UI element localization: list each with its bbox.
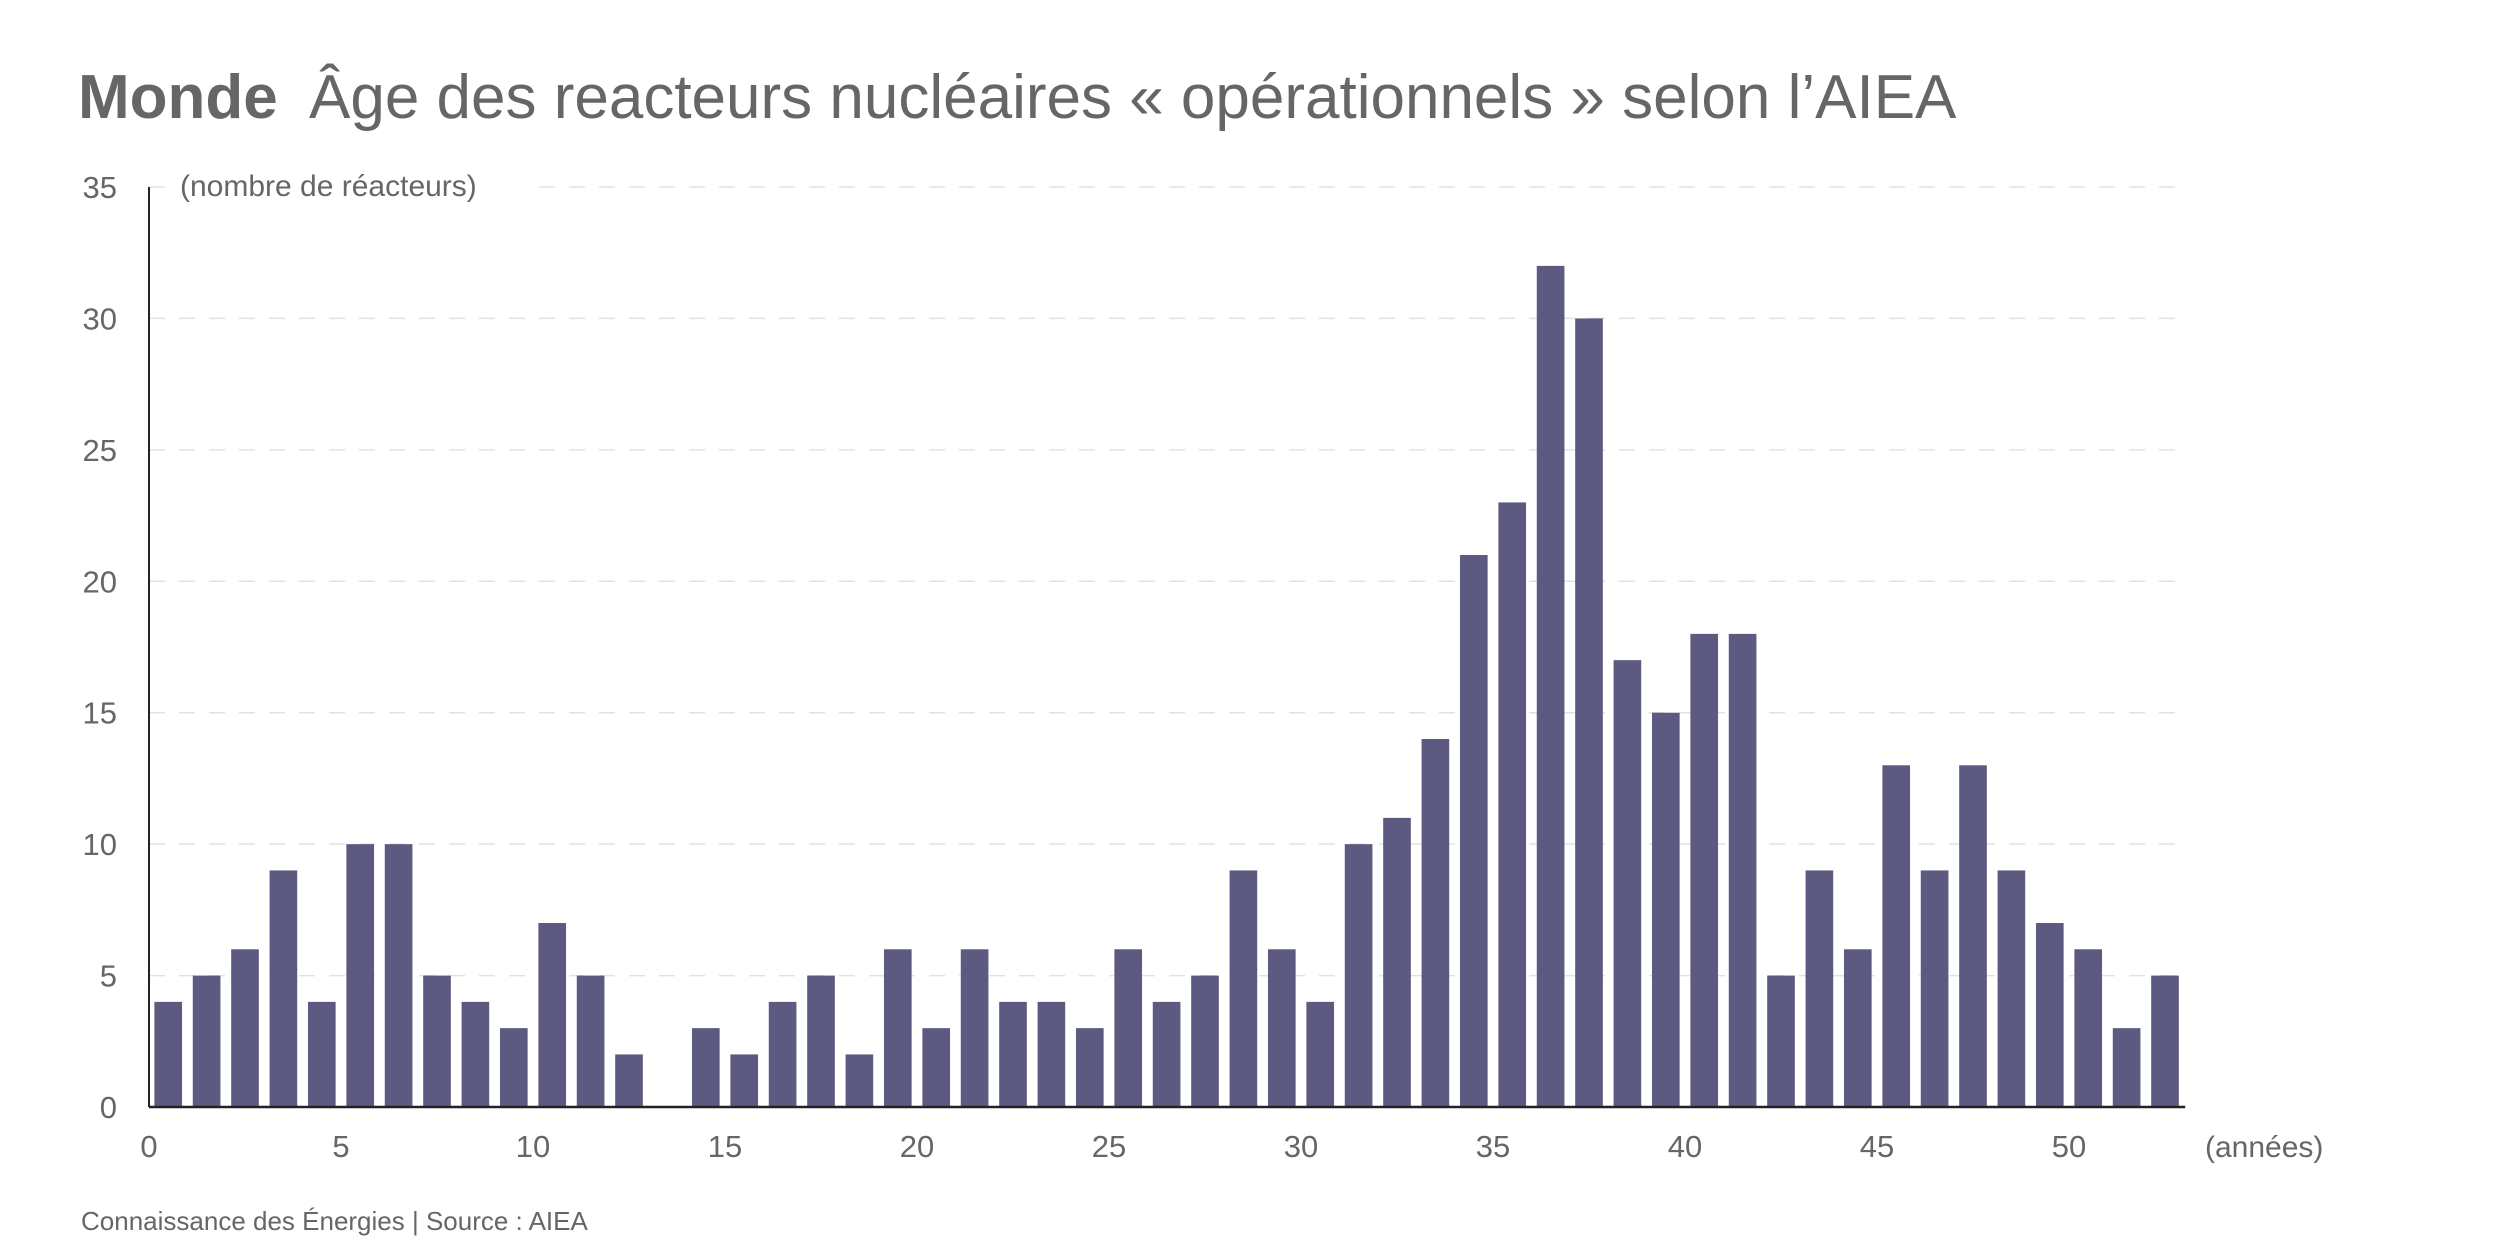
bar-age-11 (576, 975, 605, 1107)
bar-age-16 (768, 1001, 797, 1107)
bar-age-25 (1114, 949, 1143, 1107)
bar-age-2 (231, 949, 259, 1107)
bar-age-20 (922, 1028, 951, 1107)
bar-age-41 (1728, 633, 1757, 1107)
x-tick-label: 15 (708, 1129, 742, 1164)
bar-age-9 (499, 1028, 528, 1107)
bar-age-27 (1191, 975, 1219, 1107)
bar-age-46 (1920, 870, 1949, 1107)
bar-age-26 (1152, 1001, 1181, 1107)
bar-age-44 (1843, 949, 1872, 1107)
bar-age-1 (192, 975, 221, 1107)
bar-age-17 (807, 975, 835, 1107)
bar-age-24 (1075, 1028, 1104, 1107)
x-tick-label: 5 (332, 1129, 349, 1164)
bar-age-14 (691, 1028, 720, 1107)
bar-age-52 (2151, 975, 2179, 1107)
bar-age-12 (615, 1054, 643, 1107)
x-tick-label: 10 (516, 1129, 550, 1164)
y-tick-label: 10 (83, 827, 117, 862)
bar-age-28 (1229, 870, 1258, 1107)
bar-age-30 (1306, 1001, 1335, 1107)
bar-age-8 (461, 1001, 490, 1107)
x-tick-label: 30 (1284, 1129, 1318, 1164)
bar-age-7 (423, 975, 451, 1107)
y-tick-label: 0 (100, 1090, 117, 1125)
title-bold: Monde (78, 63, 278, 132)
bar-age-18 (845, 1054, 874, 1107)
gridlines (149, 186, 2186, 977)
bar-age-31 (1344, 844, 1373, 1107)
bar-age-3 (269, 870, 298, 1107)
bar-age-36 (1536, 265, 1565, 1107)
bar-age-15 (730, 1054, 759, 1107)
chart-title: Monde Âge des reacteurs nucléaires « opé… (78, 63, 1957, 132)
bar-age-34 (1459, 555, 1488, 1107)
bar-age-50 (2074, 949, 2103, 1107)
source-note: Connaissance des Énergies | Source : AIE… (81, 1206, 588, 1236)
bar-age-51 (2112, 1028, 2141, 1107)
y-tick-label: 5 (100, 959, 117, 994)
bar-age-0 (154, 1001, 183, 1107)
bar-age-5 (346, 844, 375, 1107)
bar-age-29 (1267, 949, 1296, 1107)
bar-age-38 (1613, 660, 1642, 1107)
bar-age-49 (2035, 923, 2064, 1107)
x-tick-label: 20 (900, 1129, 934, 1164)
bar-age-35 (1498, 502, 1527, 1107)
x-tick-label: 0 (140, 1129, 157, 1164)
bar-age-6 (384, 844, 413, 1107)
bar-age-37 (1575, 318, 1603, 1107)
y-tick-label: 30 (83, 301, 117, 336)
x-tick-labels: 0 5 10 15 20 25 30 35 40 45 50 (140, 1129, 2086, 1164)
bar-age-21 (960, 949, 989, 1107)
bar-age-43 (1805, 870, 1834, 1107)
x-tick-label: 45 (1860, 1129, 1894, 1164)
bar-age-10 (538, 923, 567, 1107)
y-axis-label: (nombre de réacteurs) (180, 170, 477, 203)
y-tick-labels: 0 5 10 15 20 25 30 35 (83, 170, 117, 1125)
y-tick-label: 25 (83, 433, 117, 468)
bar-age-32 (1383, 817, 1411, 1107)
y-tick-label: 35 (83, 170, 117, 205)
bar-age-19 (883, 949, 912, 1107)
bar-age-39 (1651, 712, 1680, 1107)
x-tick-label: 40 (1668, 1129, 1702, 1164)
bar-age-42 (1767, 975, 1795, 1107)
bar-age-4 (307, 1001, 336, 1107)
x-tick-label: 50 (2052, 1129, 2086, 1164)
bar-age-22 (999, 1001, 1027, 1107)
title-text: Âge des reacteurs nucléaires « opération… (309, 63, 1957, 132)
ylabel-bg (168, 165, 528, 205)
x-axis-label: (années) (2205, 1131, 2323, 1164)
bar-age-45 (1882, 765, 1911, 1107)
bar-age-23 (1037, 1001, 1066, 1107)
y-tick-label: 20 (83, 564, 117, 599)
bar-age-48 (1997, 870, 2026, 1107)
x-tick-label: 25 (1092, 1129, 1126, 1164)
y-tick-label: 15 (83, 696, 117, 731)
bar-age-47 (1959, 765, 1987, 1107)
bar-age-40 (1690, 633, 1719, 1107)
bar-age-33 (1421, 739, 1450, 1107)
bars (154, 265, 2179, 1107)
x-tick-label: 35 (1476, 1129, 1510, 1164)
